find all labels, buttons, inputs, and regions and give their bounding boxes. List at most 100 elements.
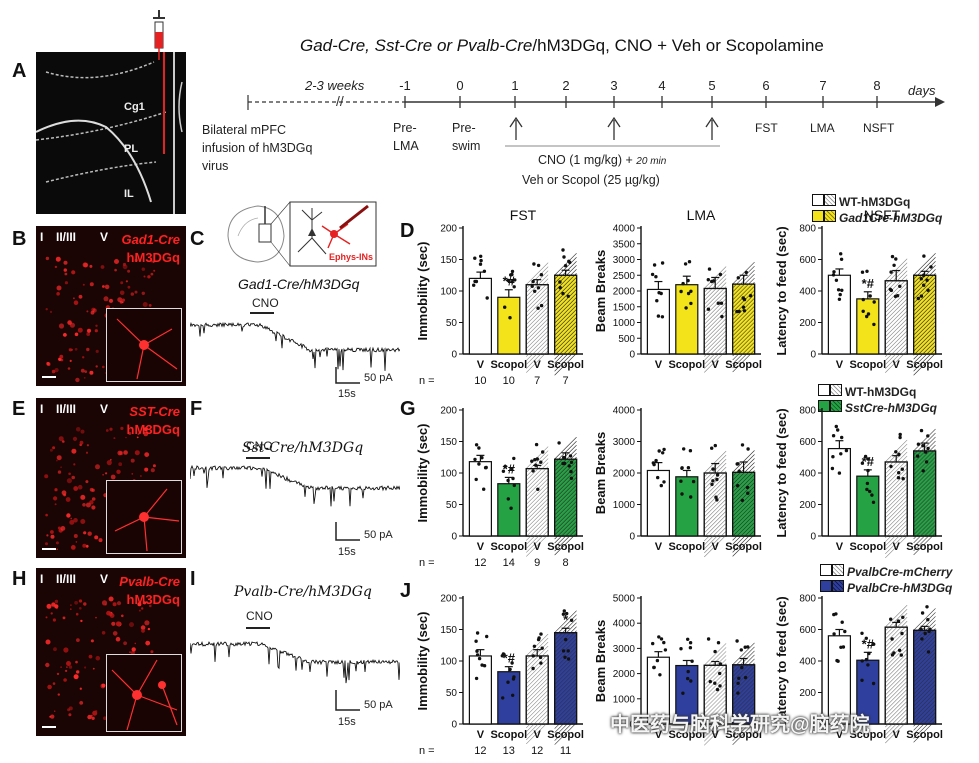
pre-lma-1: Pre-: [393, 121, 417, 135]
data-point: [501, 696, 505, 700]
data-point: [720, 314, 724, 319]
data-point: [841, 645, 846, 649]
neuron-dot: [44, 474, 49, 479]
data-point: [477, 462, 481, 466]
bar-hatch: [555, 465, 577, 487]
data-point: [743, 645, 747, 649]
timeline-tick-label: 1: [511, 78, 518, 93]
data-point: [689, 495, 693, 499]
neuron-dot: [109, 613, 115, 618]
bar-hatch: [555, 461, 577, 483]
bar-hatch: [555, 679, 577, 701]
bar-hatch: [526, 471, 548, 493]
data-point: [503, 305, 507, 309]
bar-hatch: [914, 505, 936, 527]
bar-hatch: [885, 528, 907, 550]
data-point: [710, 482, 714, 487]
bar-hatch: [733, 318, 755, 340]
data-point: [658, 673, 662, 677]
data-point: [746, 447, 750, 451]
bar-hatch: [914, 309, 936, 331]
bar-hatch: [885, 283, 907, 305]
legend-g-item-cre: SstCre-hM3DGq: [818, 400, 937, 416]
y-tick-label: 3000: [613, 255, 636, 266]
bar-hatch: [555, 667, 577, 689]
micrograph-pvalb: I II/III V Pvalb-Cre hM3DGq: [36, 568, 186, 736]
bar-hatch: [526, 335, 548, 357]
neuron-dot: [103, 296, 109, 302]
bar-hatch: [733, 663, 755, 685]
significance-mark: *#: [862, 276, 875, 291]
neuron-dot: [45, 256, 50, 261]
data-point: [860, 659, 864, 663]
bar-hatch: [526, 491, 548, 513]
bar-hatch: [733, 514, 755, 536]
bar-hatch: [733, 655, 755, 677]
y-tick-label: 600: [799, 625, 816, 636]
neuron-dot: [101, 683, 106, 688]
y-tick-label: 5000: [613, 594, 636, 605]
data-point: [901, 477, 905, 481]
data-point: [558, 280, 562, 284]
data-point: [868, 489, 872, 494]
bar-hatch: [555, 497, 577, 519]
bar-hatch: [885, 512, 907, 534]
y-tick-label: 500: [618, 334, 635, 345]
data-point: [718, 662, 723, 666]
data-point: [748, 294, 753, 298]
data-point: [475, 649, 479, 653]
bar-hatch: [555, 529, 577, 551]
y-axis-label: Latency to feed (sec): [774, 408, 789, 537]
bar-hatch: [885, 299, 907, 321]
bar-hatch: [704, 495, 726, 517]
bar-hatch: [555, 285, 577, 307]
data-point: [920, 637, 924, 641]
bar-hatch: [914, 325, 936, 347]
data-point: [739, 648, 743, 652]
bar-hatch: [885, 633, 907, 655]
bar-hatch: [885, 291, 907, 313]
interneuron-soma-icon: [330, 230, 338, 238]
bar-hatch: [526, 527, 548, 549]
neuron-dot: [54, 488, 58, 492]
neuron-dot: [105, 472, 108, 475]
atlas-boundary-3: [45, 161, 157, 183]
data-point: [681, 281, 685, 286]
data-point: [924, 460, 929, 464]
bar-hatch: [885, 653, 907, 675]
data-point: [919, 428, 924, 433]
y-tick-label: 1000: [613, 694, 636, 705]
bar-hatch: [555, 301, 577, 323]
data-point: [539, 273, 544, 277]
y-tick-label: 0: [451, 350, 457, 361]
legend-d-wt: WT-hM3DGq: [839, 195, 911, 209]
bar-hatch: [704, 703, 726, 725]
neuron-dot: [134, 290, 138, 294]
bar-hatch: [526, 634, 548, 656]
bar-hatch: [914, 656, 936, 678]
bar-hatch: [885, 484, 907, 506]
bar-hatch: [885, 492, 907, 514]
neuron-dot: [82, 262, 88, 268]
data-point: [679, 647, 683, 651]
neuron-dot: [71, 270, 76, 275]
bar-hatch: [914, 489, 936, 511]
data-point: [837, 297, 842, 301]
bar-hatch: [733, 691, 755, 713]
bar-hatch: [914, 668, 936, 690]
bar-hatch: [733, 486, 755, 508]
data-point: [506, 497, 510, 501]
neuron-dot: [45, 639, 51, 645]
neuron-dot: [60, 666, 62, 669]
data-point: [659, 637, 664, 641]
bar-hatch: [526, 519, 548, 541]
trace-i-label: Pvalb-Cre/hM3DGq: [234, 584, 372, 600]
data-point: [686, 676, 690, 681]
injection-arrows: [509, 116, 719, 140]
bar-hatch: [885, 456, 907, 478]
data-point: [530, 459, 534, 463]
bar-hatch: [914, 493, 936, 515]
data-point: [512, 456, 516, 461]
bar-hatch: [914, 477, 936, 499]
y-tick-label: 0: [629, 350, 635, 361]
